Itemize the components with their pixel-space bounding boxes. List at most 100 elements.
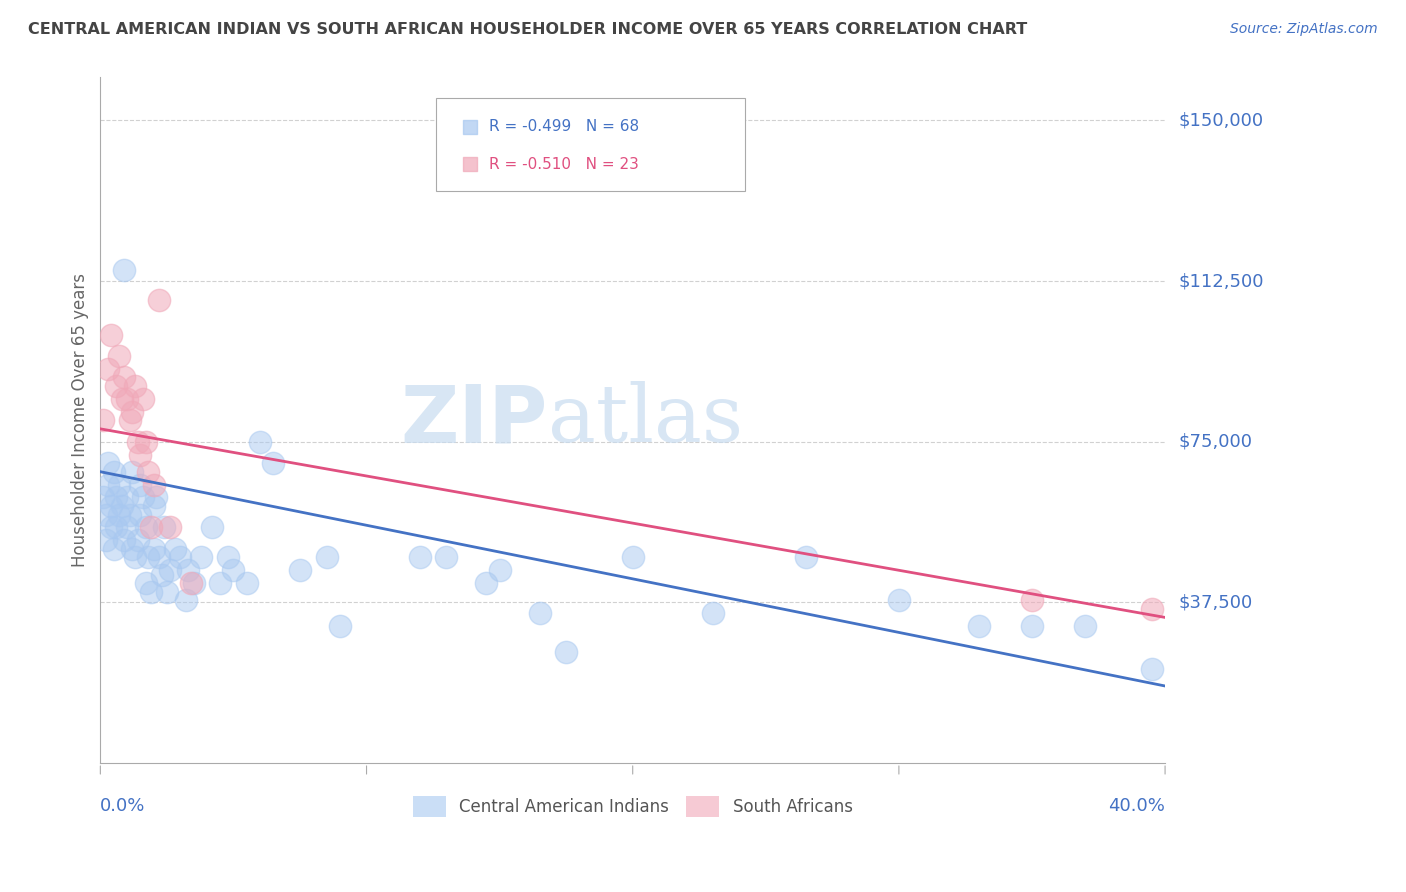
Point [121, 541, 143, 556]
Point [100, 520, 122, 534]
Point [1140, 602, 1163, 616]
Point [118, 413, 141, 427]
Point [156, 584, 179, 599]
Point [150, 567, 173, 582]
Point [488, 563, 510, 577]
Point [1140, 662, 1163, 676]
Text: $75,000: $75,000 [1180, 433, 1253, 450]
Text: $150,000: $150,000 [1180, 112, 1264, 129]
Text: R = -0.499   N = 68: R = -0.499 N = 68 [489, 120, 640, 135]
Point [222, 563, 245, 577]
Point [129, 508, 152, 522]
Point [153, 520, 176, 534]
Point [967, 619, 990, 633]
Point [108, 477, 131, 491]
Point [183, 576, 205, 591]
Text: atlas: atlas [547, 381, 742, 459]
Point [112, 370, 135, 384]
Point [103, 541, 125, 556]
Point [180, 576, 202, 591]
Text: R = -0.510   N = 23: R = -0.510 N = 23 [489, 156, 638, 171]
Point [105, 520, 128, 534]
Point [135, 434, 157, 449]
Point [235, 576, 257, 591]
Point [702, 606, 724, 620]
Point [112, 263, 135, 277]
Point [148, 550, 170, 565]
Legend: Central American Indians, South Africans: Central American Indians, South Africans [406, 789, 859, 823]
Point [159, 520, 181, 534]
Point [262, 456, 284, 470]
Point [112, 533, 135, 548]
Point [94, 508, 117, 522]
Point [288, 563, 311, 577]
Text: $112,500: $112,500 [1180, 272, 1264, 290]
Point [115, 392, 138, 406]
Point [103, 465, 125, 479]
Point [100, 327, 122, 342]
Point [124, 379, 146, 393]
Point [159, 563, 181, 577]
Point [118, 508, 141, 522]
Point [148, 293, 170, 308]
Y-axis label: Householder Income Over 65 years: Householder Income Over 65 years [72, 273, 89, 567]
Point [794, 550, 817, 565]
Point [217, 550, 239, 565]
Point [97, 477, 120, 491]
FancyBboxPatch shape [436, 98, 745, 191]
Point [475, 576, 498, 591]
Point [97, 456, 120, 470]
Point [91, 413, 114, 427]
Point [129, 448, 152, 462]
Point [409, 550, 432, 565]
Point [91, 491, 114, 505]
Point [190, 550, 212, 565]
Point [105, 379, 128, 393]
Point [136, 550, 159, 565]
Point [529, 606, 551, 620]
Point [555, 645, 578, 659]
Text: ZIP: ZIP [401, 381, 547, 459]
Point [135, 520, 157, 534]
Point [1012, 756, 1035, 771]
Point [108, 349, 131, 363]
Point [115, 491, 138, 505]
Point [105, 491, 128, 505]
Point [163, 541, 186, 556]
Point [169, 550, 191, 565]
Point [121, 405, 143, 419]
Point [315, 550, 337, 565]
Point [139, 584, 162, 599]
Point [329, 619, 352, 633]
Point [139, 520, 162, 534]
Point [177, 563, 200, 577]
Point [142, 541, 165, 556]
Point [136, 465, 159, 479]
Point [887, 593, 910, 607]
Point [1012, 756, 1035, 771]
Text: Source: ZipAtlas.com: Source: ZipAtlas.com [1230, 22, 1378, 37]
Text: $37,500: $37,500 [1180, 593, 1253, 611]
Point [121, 465, 143, 479]
Point [201, 520, 224, 534]
Point [94, 533, 117, 548]
Point [115, 520, 138, 534]
Text: CENTRAL AMERICAN INDIAN VS SOUTH AFRICAN HOUSEHOLDER INCOME OVER 65 YEARS CORREL: CENTRAL AMERICAN INDIAN VS SOUTH AFRICAN… [28, 22, 1028, 37]
Point [127, 533, 149, 548]
Point [1021, 619, 1043, 633]
Point [142, 499, 165, 513]
Point [111, 499, 134, 513]
Point [129, 477, 152, 491]
Text: 40.0%: 40.0% [1108, 797, 1166, 815]
Point [100, 499, 122, 513]
Point [174, 593, 197, 607]
Point [124, 550, 146, 565]
Point [621, 550, 644, 565]
Point [1021, 593, 1043, 607]
Point [209, 576, 232, 591]
Point [1074, 619, 1097, 633]
Point [97, 362, 120, 376]
Point [249, 434, 271, 449]
Point [111, 392, 134, 406]
Point [127, 434, 149, 449]
